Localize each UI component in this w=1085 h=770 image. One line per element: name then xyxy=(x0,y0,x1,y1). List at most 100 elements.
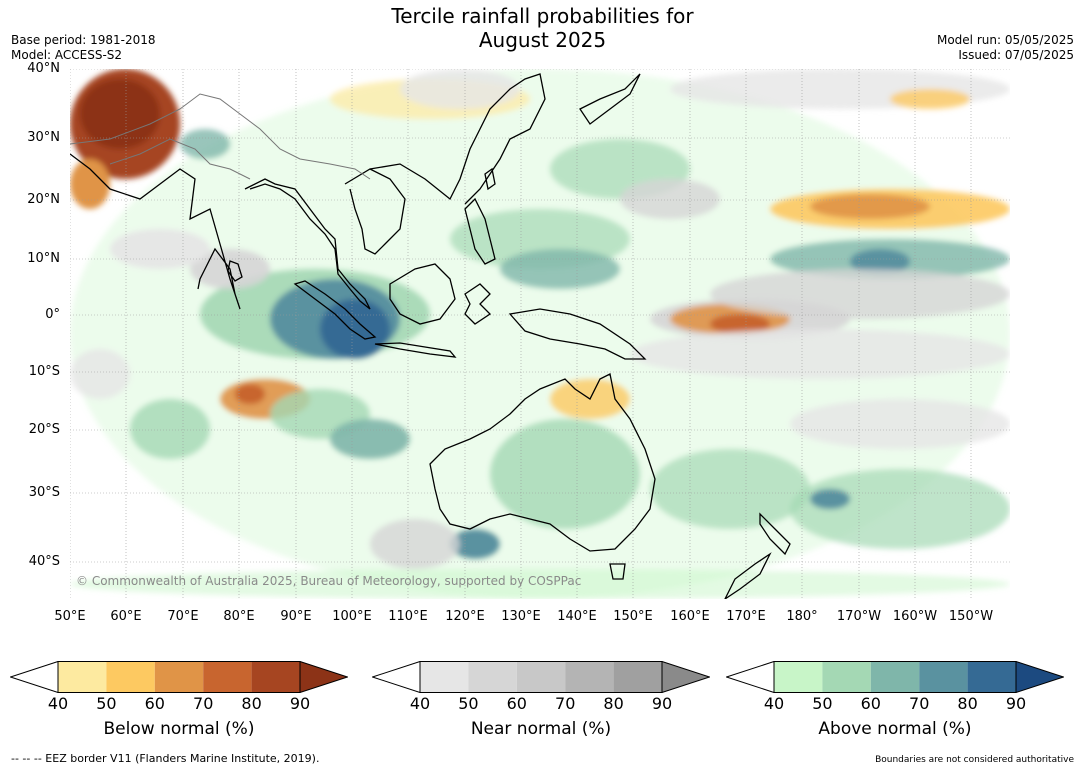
probability-patch xyxy=(500,249,620,289)
colorbar-low-extend xyxy=(726,661,775,693)
colorbar-tick: 90 xyxy=(289,694,311,713)
colorbar-segment xyxy=(774,661,823,693)
probability-patch xyxy=(70,569,1010,599)
lat-label: 40°N xyxy=(27,61,60,76)
colorbar-segment xyxy=(203,661,252,693)
probability-patch xyxy=(330,419,410,459)
probability-patch xyxy=(235,384,265,404)
colorbar-tick: 90 xyxy=(1005,694,1027,713)
probability-patch xyxy=(180,129,230,159)
coast-indochina xyxy=(344,168,406,255)
probability-patch xyxy=(130,399,210,459)
lon-label: 150°W xyxy=(948,609,994,624)
coast-se-asia xyxy=(244,178,371,310)
lat-label: 20°S xyxy=(28,422,60,437)
coast-china xyxy=(369,73,546,205)
colorbar-tick: 70 xyxy=(909,694,930,713)
lon-label: 120°E xyxy=(445,609,485,624)
colorbar-segment xyxy=(468,661,517,693)
colorbar-tick: 70 xyxy=(555,694,576,713)
coast-tasmania xyxy=(609,563,626,580)
meta-right: Model run: 05/05/2025 Issued: 07/05/2025 xyxy=(937,33,1074,63)
coast-java xyxy=(374,342,457,358)
colorbar-high-extend xyxy=(1015,661,1064,693)
lon-label: 140°E xyxy=(557,609,597,624)
lon-label: 100°E xyxy=(332,609,372,624)
map-title: Tercile rainfall probabilities for Augus… xyxy=(0,4,1085,52)
colorbar-low-extend xyxy=(372,661,421,693)
lat-label: 20°N xyxy=(27,192,60,207)
colorbar-segment xyxy=(613,661,662,693)
colorbar-tick: 90 xyxy=(651,694,673,713)
colorbar-title: Above normal (%) xyxy=(818,719,972,739)
boundary-disclaimer: Boundaries are not considered authoritat… xyxy=(875,755,1074,765)
probability-patch xyxy=(450,529,500,559)
colorbar-title: Near normal (%) xyxy=(470,719,612,739)
colorbar-tick: 40 xyxy=(409,694,431,713)
lat-label: 30°S xyxy=(28,485,60,500)
colorbar-1 xyxy=(10,661,348,693)
meta-left: Base period: 1981-2018 Model: ACCESS-S2 xyxy=(11,33,156,63)
colorbar-segment xyxy=(967,661,1016,693)
lat-label: 30°N xyxy=(27,130,60,145)
lon-label: 160°E xyxy=(670,609,710,624)
lon-label: 170°W xyxy=(836,609,882,624)
coast-japan xyxy=(579,73,641,125)
probability-patch xyxy=(630,329,1010,379)
map-watermark: © Commonwealth of Australia 2025, Bureau… xyxy=(76,574,581,588)
coast-australia xyxy=(429,373,656,552)
lon-label: 50°E xyxy=(54,609,86,624)
probability-patch xyxy=(710,269,1010,319)
colorbar-tick: 60 xyxy=(860,694,881,713)
colorbar-tick: 50 xyxy=(812,694,833,713)
probability-patch xyxy=(370,519,460,569)
lon-label: 80°E xyxy=(223,609,255,624)
coast-philippines xyxy=(464,197,496,265)
coast-new-zealand-south xyxy=(724,552,772,599)
coast-sulawesi xyxy=(464,283,492,325)
lat-label: 10°N xyxy=(27,251,60,266)
lon-label: 130°E xyxy=(501,609,541,624)
probability-patch xyxy=(490,419,640,529)
probability-patch xyxy=(790,469,1010,549)
colorbar-segment xyxy=(919,661,968,693)
probability-patch xyxy=(80,79,160,149)
lon-label: 170°E xyxy=(726,609,766,624)
colorbar-tick: 60 xyxy=(506,694,527,713)
lon-label: 110°E xyxy=(388,609,428,624)
graticule xyxy=(70,69,1010,599)
probability-patch xyxy=(620,179,720,219)
title-line-1: Tercile rainfall probabilities for xyxy=(391,4,694,28)
colorbar-tick: 80 xyxy=(957,694,978,713)
colorbar-tick: 50 xyxy=(458,694,479,713)
lon-label: 160°W xyxy=(892,609,938,624)
colorbar-segment xyxy=(58,661,107,693)
lat-label: 0° xyxy=(45,307,60,322)
probability-patch xyxy=(850,249,910,274)
lat-label: 40°S xyxy=(28,554,60,569)
probability-patch xyxy=(790,399,1010,449)
probability-patch xyxy=(810,489,850,509)
colorbar-2 xyxy=(372,661,710,693)
colorbar-tick: 80 xyxy=(603,694,624,713)
probability-patch xyxy=(810,194,930,219)
rainfall-map: © Commonwealth of Australia 2025, Bureau… xyxy=(70,69,1010,599)
probability-patch xyxy=(710,314,770,334)
lon-label: 70°E xyxy=(167,609,199,624)
colorbar-segment xyxy=(870,661,920,693)
coast-india xyxy=(70,153,241,310)
colorbar-3 xyxy=(726,661,1064,693)
colorbar-high-extend xyxy=(299,661,348,693)
coast-borneo xyxy=(389,263,456,325)
title-line-2: August 2025 xyxy=(478,28,607,52)
colorbar-high-extend xyxy=(661,661,710,693)
colorbar-segment xyxy=(251,661,300,693)
colorbar-segment xyxy=(822,661,871,693)
colorbar-tick: 50 xyxy=(96,694,117,713)
coast-new-zealand-north xyxy=(759,512,791,556)
colorbar-tick: 80 xyxy=(241,694,262,713)
probability-patch xyxy=(650,449,810,529)
probability-field xyxy=(70,69,1010,599)
coast-sumatra xyxy=(293,280,377,340)
lon-label: 90°E xyxy=(280,609,312,624)
